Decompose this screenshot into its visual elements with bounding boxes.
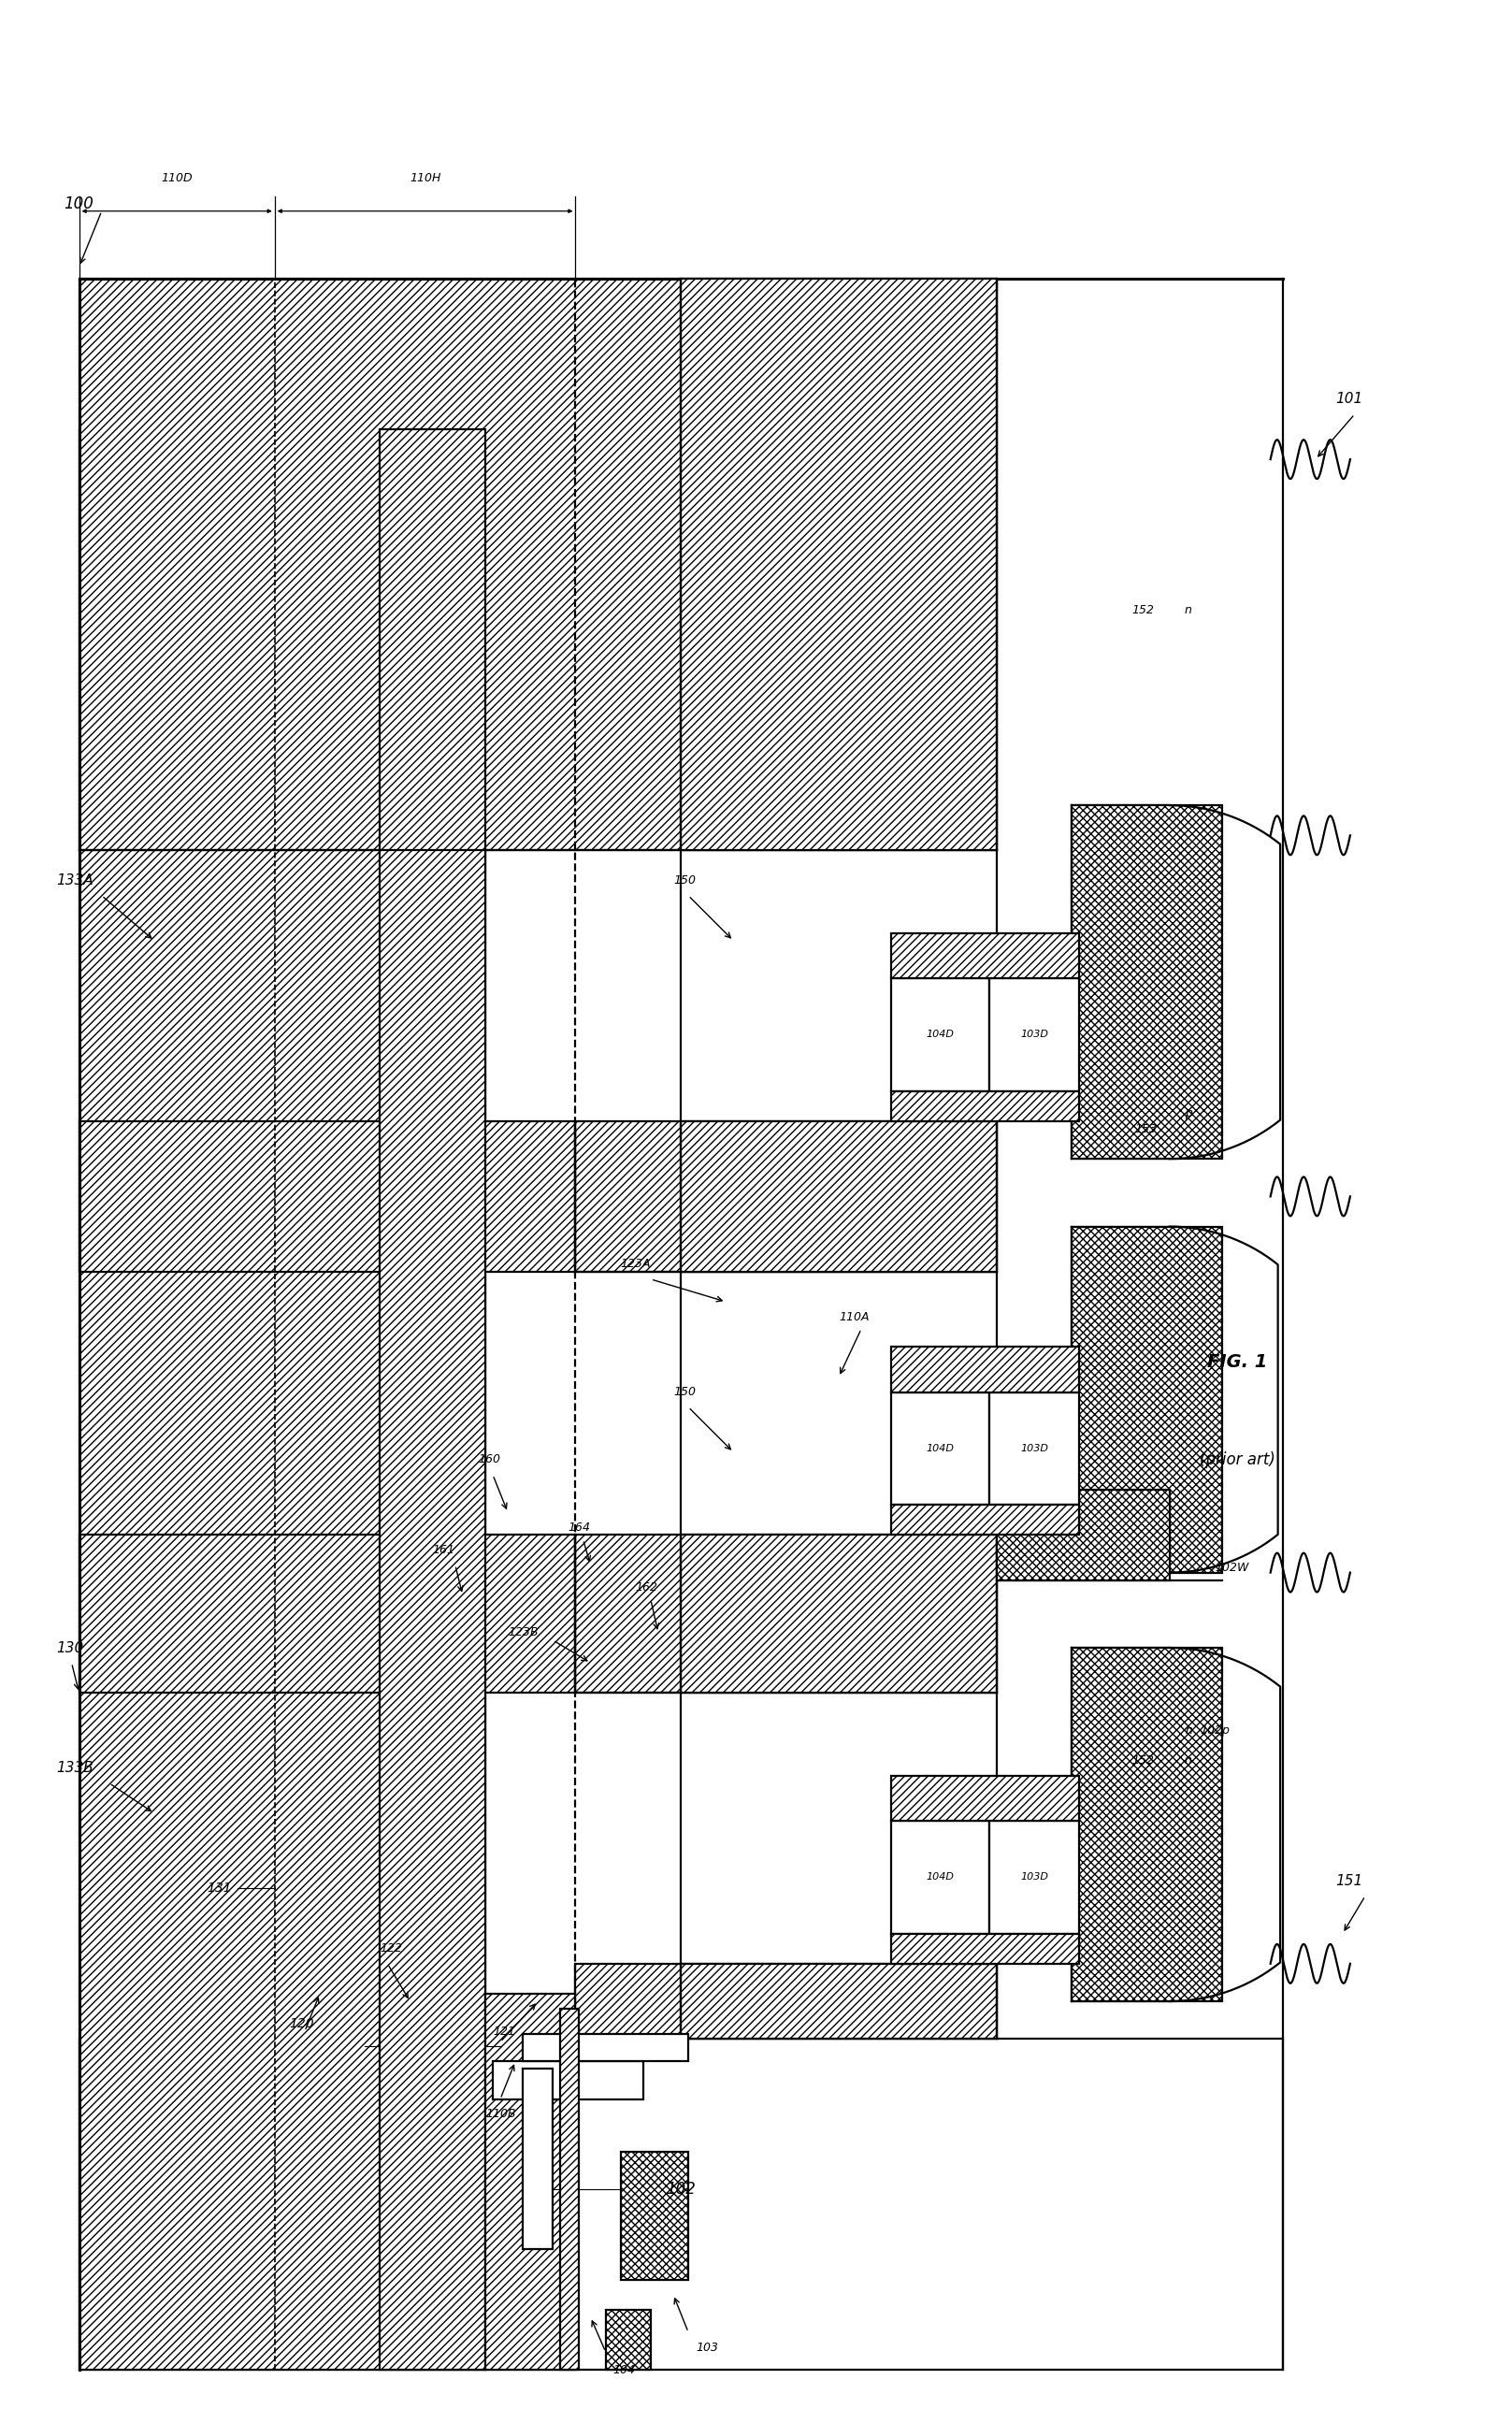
Bar (892, 1347, 1080, 1393)
Text: 152: 152 (1132, 1754, 1155, 1766)
Bar (576, 1122, 996, 1272)
Text: 130: 130 (56, 1640, 83, 1655)
Bar (892, 933, 1080, 979)
Text: 101: 101 (1335, 393, 1362, 407)
Bar (892, 1393, 989, 1505)
Text: 103: 103 (696, 2341, 718, 2353)
Text: p: p (1185, 1107, 1191, 1119)
Text: 100: 100 (64, 196, 94, 211)
Bar (523, 2035, 688, 2062)
Bar (680, 279, 996, 850)
Text: 160: 160 (478, 1454, 500, 1466)
Bar (989, 979, 1080, 1090)
Text: 150: 150 (673, 875, 696, 887)
Bar (79, 279, 996, 850)
Text: 104D: 104D (927, 1873, 954, 1883)
Bar (561, 2009, 579, 2370)
Bar (1072, 1226, 1222, 1573)
Bar (892, 979, 989, 1090)
Text: 104D: 104D (927, 1030, 954, 1039)
Text: n: n (1185, 1754, 1191, 1766)
Bar (620, 2152, 688, 2280)
Bar (1072, 1648, 1222, 2001)
Text: 162: 162 (635, 1582, 658, 1594)
Text: 102p: 102p (1199, 1725, 1229, 1737)
Text: 150: 150 (673, 1386, 696, 1398)
Bar (989, 1820, 1080, 1934)
Bar (892, 1820, 989, 1934)
Text: 102W: 102W (1214, 1563, 1249, 1575)
Bar (680, 1534, 996, 1694)
Text: (prior art): (prior art) (1199, 1451, 1275, 1468)
Text: 110A: 110A (839, 1311, 869, 1323)
Bar (892, 1934, 1080, 1963)
Text: FIG. 1: FIG. 1 (1207, 1352, 1267, 1371)
Bar (79, 1122, 576, 1272)
Text: n: n (1185, 603, 1191, 615)
Text: 153: 153 (1136, 1122, 1158, 1134)
Text: 123B: 123B (508, 1626, 538, 1638)
Bar (892, 1090, 1080, 1122)
Text: 133B: 133B (56, 1762, 94, 1776)
Text: 131: 131 (207, 1883, 231, 1895)
Bar (79, 429, 485, 2370)
Bar (79, 2038, 1282, 2370)
Text: n: n (1185, 1725, 1193, 1737)
Text: 161: 161 (432, 1543, 455, 1556)
Text: 103D: 103D (1021, 1873, 1048, 1883)
Text: 103D: 103D (1021, 1444, 1048, 1454)
Text: 120: 120 (290, 2018, 314, 2030)
Text: 164: 164 (569, 1522, 590, 1534)
Text: 123A: 123A (620, 1258, 652, 1270)
Text: 133A: 133A (56, 875, 94, 887)
Text: 110B: 110B (485, 2108, 516, 2120)
Bar (606, 2309, 650, 2370)
Text: 110D: 110D (162, 172, 192, 184)
Bar (680, 1963, 996, 2038)
Text: 104D: 104D (927, 1444, 954, 1454)
Text: 122: 122 (380, 1943, 402, 1955)
Bar (996, 1490, 1170, 1580)
Bar (680, 1122, 996, 1272)
Bar (576, 1963, 996, 2038)
Text: 121: 121 (493, 2026, 516, 2038)
Bar (79, 1534, 576, 1694)
Bar (892, 1505, 1080, 1534)
Text: 104: 104 (612, 2365, 635, 2377)
Text: 110H: 110H (410, 172, 440, 184)
Bar (1072, 804, 1222, 1158)
Bar (892, 1776, 1080, 1820)
Text: 152: 152 (1132, 603, 1155, 615)
Bar (523, 2069, 553, 2249)
Text: 103D: 103D (1021, 1030, 1048, 1039)
Text: 102: 102 (665, 2181, 696, 2198)
Text: 151: 151 (1335, 1873, 1362, 1888)
Bar (485, 1994, 576, 2370)
Bar (576, 1534, 996, 1694)
Bar (380, 429, 485, 2370)
Bar (989, 1393, 1080, 1505)
Bar (493, 2062, 643, 2098)
